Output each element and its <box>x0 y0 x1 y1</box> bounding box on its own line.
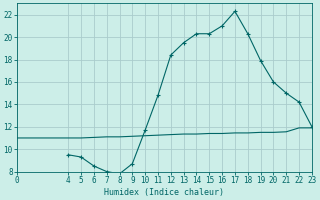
X-axis label: Humidex (Indice chaleur): Humidex (Indice chaleur) <box>104 188 224 197</box>
